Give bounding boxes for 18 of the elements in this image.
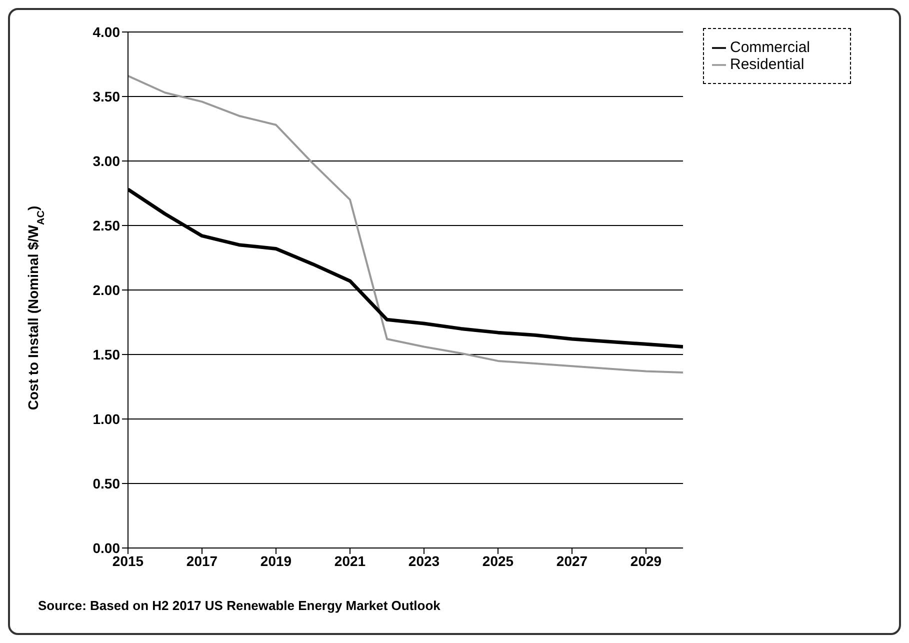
legend-label: Commercial [730,39,810,56]
x-tick-label: 2027 [556,552,588,569]
y-tick-label: 4.00 [92,24,120,40]
legend-label: Residential [730,56,804,73]
y-tick-label: 2.50 [92,217,120,234]
x-tick-label: 2021 [334,552,366,569]
x-tick-label: 2029 [630,552,662,569]
y-tick-label: 0.50 [92,475,120,492]
x-tick-label: 2025 [482,552,514,569]
y-tick-label: 3.50 [92,88,120,104]
source-note: Source: Based on H2 2017 US Renewable Energy Market Outlook [38,598,440,613]
y-tick-label: 3.00 [92,152,120,169]
x-tick-label: 2019 [260,552,292,569]
y-tick-label: 2.00 [92,282,120,298]
x-tick-label: 2017 [186,552,218,569]
y-tick-label: 1.50 [92,346,120,362]
y-tick-label: 1.00 [92,410,120,427]
x-tick-label: 2023 [408,552,440,569]
